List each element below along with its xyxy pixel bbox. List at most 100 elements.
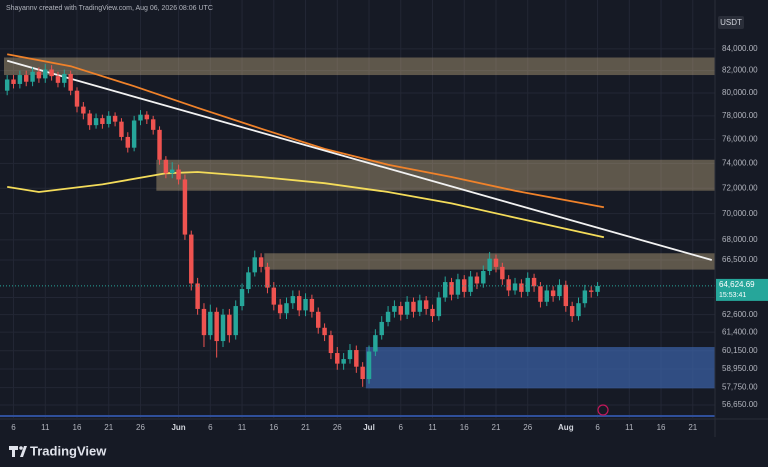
candle-body	[398, 306, 403, 315]
y-tick-label: 80,000.00	[722, 88, 758, 97]
y-tick-label: 82,000.00	[722, 66, 758, 75]
candle-body	[150, 119, 156, 130]
candle-body	[23, 75, 29, 82]
candle-body	[227, 314, 232, 336]
candle-body	[576, 303, 581, 317]
x-tick-label: 26	[333, 423, 342, 432]
x-tick-label: 11	[625, 423, 634, 432]
y-tick-label: 61,400.00	[722, 327, 758, 336]
candle-body	[366, 351, 372, 380]
candle-body	[481, 270, 486, 284]
x-tick-label: 11	[428, 423, 437, 432]
overlay-line	[7, 53, 605, 209]
candle-body	[100, 118, 105, 124]
currency-label[interactable]: USDT	[720, 18, 742, 27]
candle-body	[462, 279, 467, 292]
candle-body	[557, 284, 562, 297]
candle-body	[354, 350, 359, 367]
y-tick-label: 60,150.00	[722, 346, 758, 355]
candle-body	[493, 258, 499, 267]
x-tick-label: 16	[73, 423, 82, 432]
candle-body	[411, 301, 416, 312]
attribution: Shayannv created with TradingView.com, A…	[6, 5, 213, 12]
candle-body	[195, 283, 200, 309]
candle-body	[316, 311, 321, 328]
x-tick-label: 26	[523, 423, 532, 432]
candle-body	[500, 266, 505, 280]
x-tick-label: Jun	[171, 423, 185, 432]
candle-body	[347, 350, 353, 360]
candle-body	[277, 304, 283, 314]
candle-body	[595, 285, 600, 292]
candle-body	[74, 90, 80, 107]
zone	[365, 347, 715, 389]
candle-body	[271, 287, 277, 305]
overlay-line	[7, 171, 605, 239]
candle-body	[55, 76, 61, 83]
candle-body	[328, 335, 334, 354]
candle-body	[538, 286, 543, 302]
candle-body	[360, 366, 365, 380]
candle-body	[138, 114, 143, 121]
candle-body	[170, 169, 175, 174]
candle-body	[106, 115, 111, 124]
y-tick-label: 70,000.00	[722, 209, 758, 218]
candle-body	[265, 266, 270, 288]
x-tick-label: 6	[595, 423, 600, 432]
x-tick-label: 6	[11, 423, 16, 432]
candle-body	[309, 298, 315, 312]
candle-body	[341, 359, 346, 364]
overlay-line	[6, 59, 713, 261]
candle-body	[512, 283, 518, 291]
candle-body	[385, 311, 391, 322]
candle-body	[455, 279, 461, 295]
candle-body	[449, 282, 454, 295]
candle-body	[125, 136, 131, 148]
candle-body	[525, 277, 530, 292]
price-tag-label: 64,624.69	[719, 280, 755, 289]
x-tick-label: 21	[492, 423, 501, 432]
candle-body	[233, 306, 238, 336]
candle-body	[11, 79, 16, 84]
y-tick-label: 74,000.00	[722, 159, 758, 168]
candle-body	[436, 297, 442, 317]
price-tag	[716, 278, 768, 301]
brand: TradingView	[30, 443, 107, 458]
candle-body	[220, 314, 226, 342]
candle-body	[239, 289, 245, 307]
candle-body	[322, 327, 327, 336]
candle-body	[214, 311, 219, 342]
candle-body	[182, 179, 188, 235]
candle-body	[373, 335, 378, 352]
y-tick-label: 68,000.00	[722, 235, 758, 244]
x-tick-label: 6	[399, 423, 404, 432]
y-tick-label: 76,000.00	[722, 134, 758, 143]
countdown: 15:53:41	[719, 292, 746, 299]
currency-button[interactable]	[718, 16, 744, 29]
candle-body	[131, 120, 137, 148]
candle-body	[417, 300, 423, 312]
candle-body	[379, 321, 384, 336]
candle-body	[87, 113, 92, 126]
candle-body	[30, 71, 35, 82]
x-tick-label: Jul	[363, 423, 375, 432]
candle-body	[81, 106, 86, 114]
plot	[0, 53, 715, 387]
candle-body	[474, 276, 480, 284]
candle-body	[296, 296, 302, 311]
candle-body	[569, 306, 575, 317]
y-tick-label: 62,600.00	[722, 310, 758, 319]
candle-body	[36, 71, 42, 79]
candle-body	[442, 282, 448, 298]
candle-body	[189, 234, 194, 284]
candle-body	[201, 308, 207, 336]
candle-body	[49, 69, 54, 77]
candle-body	[544, 290, 549, 302]
candle-body	[563, 284, 569, 307]
candle-body	[550, 290, 556, 297]
candle-body	[430, 308, 435, 317]
candle-body	[4, 79, 10, 91]
event-icon[interactable]	[597, 404, 609, 416]
y-tick-label: 57,750.00	[722, 383, 758, 392]
